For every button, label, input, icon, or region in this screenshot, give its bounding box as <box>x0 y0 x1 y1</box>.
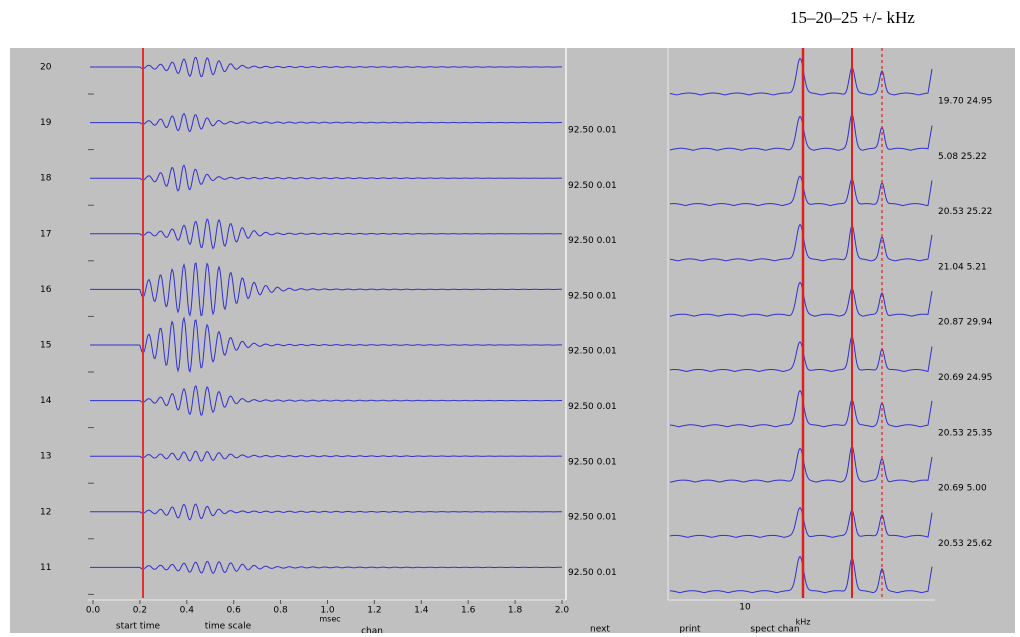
spectrum-label: 20.69 5.00 <box>938 484 987 494</box>
spectrum <box>669 175 933 207</box>
spectrum-label: 20.53 25.22 <box>938 207 992 217</box>
x-tick-label: 1.4 <box>414 606 429 616</box>
spectrum-label: 20.53 25.62 <box>938 539 992 549</box>
channel-label: 14 <box>40 396 52 406</box>
channel-label: 11 <box>40 563 51 573</box>
control-label: kHz <box>796 618 811 627</box>
waveform <box>90 56 563 78</box>
control-label[interactable]: time scale <box>205 622 252 632</box>
channel-label: 19 <box>40 118 52 128</box>
x-tick-label: 0.0 <box>86 606 101 616</box>
channel-label: 12 <box>40 507 51 517</box>
waveform <box>90 503 563 521</box>
amp-label: 92.50 0.01 <box>568 457 617 467</box>
waveform <box>90 164 563 192</box>
channel-label: 16 <box>40 285 52 295</box>
x-tick-label: 0.2 <box>133 606 147 616</box>
waveform <box>90 112 563 133</box>
amp-label: 92.50 0.01 <box>568 402 617 412</box>
amp-label: 92.50 0.01 <box>568 291 617 301</box>
x-tick-label: 0.4 <box>180 606 195 616</box>
waveform <box>90 262 563 317</box>
spectrum <box>669 335 933 373</box>
x-tick-label: 0.8 <box>273 606 288 616</box>
channel-label: 15 <box>40 341 51 351</box>
channel-label: 13 <box>40 452 51 462</box>
spectrum <box>669 506 933 538</box>
amp-label: 92.50 0.01 <box>568 568 617 578</box>
amp-label: 92.50 0.01 <box>568 513 617 523</box>
x-tick-label: 1.6 <box>461 606 476 616</box>
x-tick-label: 1.8 <box>508 606 523 616</box>
x-tick-label: 0.6 <box>227 606 242 616</box>
spectrum-label: 19.70 24.95 <box>938 97 992 107</box>
amp-label: 92.50 0.01 <box>568 126 617 136</box>
waveform <box>90 385 563 416</box>
spectrum <box>669 113 933 151</box>
control-label[interactable]: print <box>679 625 701 635</box>
amp-label: 92.50 0.01 <box>568 347 617 357</box>
amp-label: 92.50 0.01 <box>568 236 617 246</box>
channel-label: 20 <box>40 63 52 73</box>
x-tick-label: 1.0 <box>320 606 335 616</box>
control-label[interactable]: start time <box>116 622 161 632</box>
spectrum <box>669 223 933 262</box>
spectrum <box>669 444 933 483</box>
spectrum <box>669 281 933 317</box>
spectrum <box>669 389 933 428</box>
control-label[interactable]: spect chan <box>750 625 799 635</box>
channel-label: 18 <box>40 174 52 184</box>
spectrum-label: 20.87 29.94 <box>938 318 993 328</box>
spectrum-tick: 10 <box>739 603 751 613</box>
spectrum <box>669 555 933 594</box>
spectrum-label: 21.04 5.21 <box>938 262 987 272</box>
channel-label: 17 <box>40 229 51 239</box>
spectrum-label: 20.69 24.95 <box>938 373 992 383</box>
waveform <box>90 316 563 373</box>
control-label: msec <box>319 615 340 624</box>
spectrum-label: 20.53 25.35 <box>938 428 992 438</box>
waveform <box>90 450 563 462</box>
spectrum <box>669 57 933 96</box>
control-label[interactable]: next <box>590 625 610 635</box>
spectrum-label: 5.08 25.22 <box>938 152 987 162</box>
x-tick-label: 2.0 <box>555 606 570 616</box>
panel <box>10 48 1015 633</box>
waveform <box>90 218 563 250</box>
x-tick-label: 1.2 <box>367 606 381 616</box>
amp-label: 92.50 0.01 <box>568 181 617 191</box>
waveform <box>90 560 563 574</box>
control-label[interactable]: chan <box>361 627 383 637</box>
title: 15–20–25 +/- kHz <box>790 8 915 27</box>
